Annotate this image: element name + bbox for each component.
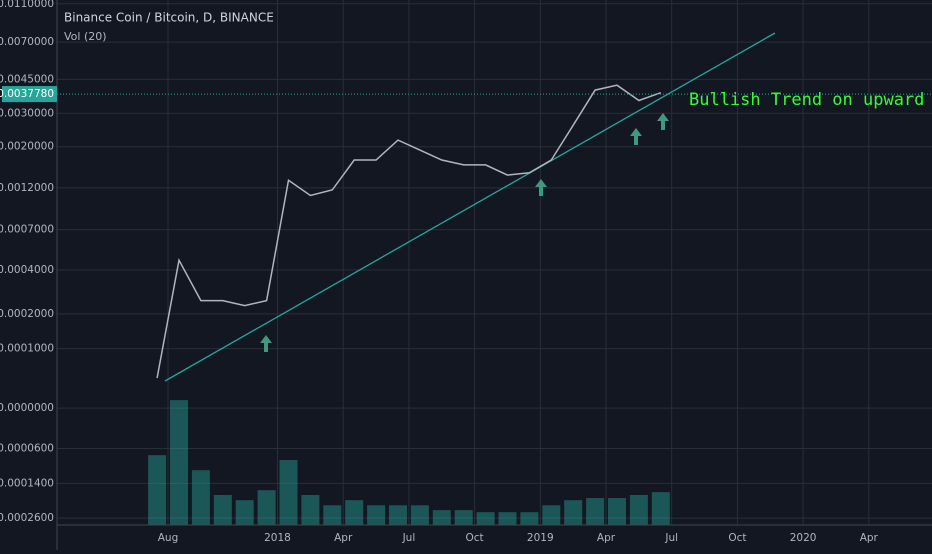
volume-bar <box>498 512 517 525</box>
y-tick-label: 0.0012000 <box>0 182 54 194</box>
volume-bar <box>148 455 167 525</box>
volume-bar <box>586 498 605 525</box>
volume-bar <box>170 400 188 525</box>
x-tick-label: Apr <box>597 532 616 544</box>
x-tick-label: Jul <box>402 532 416 544</box>
y-tick-label: -0.0000600 <box>0 443 54 455</box>
y-tick-label: 0.0020000 <box>0 141 54 153</box>
y-tick-label: 0.0001000 <box>0 343 54 355</box>
y-tick-label: 0.0110000 <box>0 0 54 10</box>
volume-legend: Vol (20) <box>64 30 107 43</box>
volume-bar <box>520 512 539 525</box>
volume-bar <box>279 460 298 525</box>
volume-bar <box>564 500 583 525</box>
x-tick-label: Apr <box>860 532 879 544</box>
volume-bar <box>410 505 429 525</box>
volume-bar <box>389 505 407 525</box>
x-tick-label: 2020 <box>790 532 817 544</box>
volume-bar <box>608 498 626 525</box>
volume-bar <box>235 500 254 525</box>
volume-bar <box>345 500 364 525</box>
volume-bar <box>454 510 473 525</box>
volume-bar <box>257 490 276 525</box>
volume-bar <box>301 495 320 525</box>
x-tick-label: Oct <box>466 532 484 544</box>
volume-bar <box>191 470 210 525</box>
last-price-label: 0.0037780 <box>0 88 54 100</box>
x-tick-label: Apr <box>334 532 353 544</box>
annotation: Bullish Trend on upward trend lin <box>689 90 932 110</box>
volume-bar <box>323 505 342 525</box>
volume-bar <box>213 495 232 525</box>
volume-bar <box>542 505 561 525</box>
volume-bar <box>476 512 495 525</box>
arrow <box>535 179 547 196</box>
volume-bar <box>629 495 648 525</box>
trend-line <box>164 32 776 382</box>
y-tick-label: 0.0004000 <box>0 264 54 276</box>
chart-title: Binance Coin / Bitcoin, D, BINANCE <box>64 11 274 25</box>
y-tick-label: 0.0070000 <box>0 36 54 48</box>
arrows <box>260 113 669 352</box>
x-tick-label: 2019 <box>527 532 554 544</box>
arrow <box>260 335 272 352</box>
y-tick-label: 0.0007000 <box>0 224 54 236</box>
x-tick-label: Aug <box>158 532 179 544</box>
arrow <box>657 113 669 130</box>
y-tick-label: 0.0030000 <box>0 107 54 119</box>
volume-bar <box>367 505 386 525</box>
last-price-box <box>2 86 57 103</box>
volume-bar <box>432 510 451 525</box>
y-tick-label: -0.0001400 <box>0 477 54 489</box>
price-line <box>156 84 662 379</box>
x-tick-label: Oct <box>728 532 746 544</box>
y-tick-label: 0.0045000 <box>0 73 54 85</box>
y-tick-label: -0.0000000 <box>0 402 54 414</box>
y-tick-label: 0.0002000 <box>0 308 54 320</box>
y-tick-label: -0.0002600 <box>0 512 54 524</box>
arrow <box>630 128 642 145</box>
x-tick-label: Jul <box>664 532 678 544</box>
volume-bar <box>651 492 670 525</box>
x-tick-label: 2018 <box>264 532 291 544</box>
